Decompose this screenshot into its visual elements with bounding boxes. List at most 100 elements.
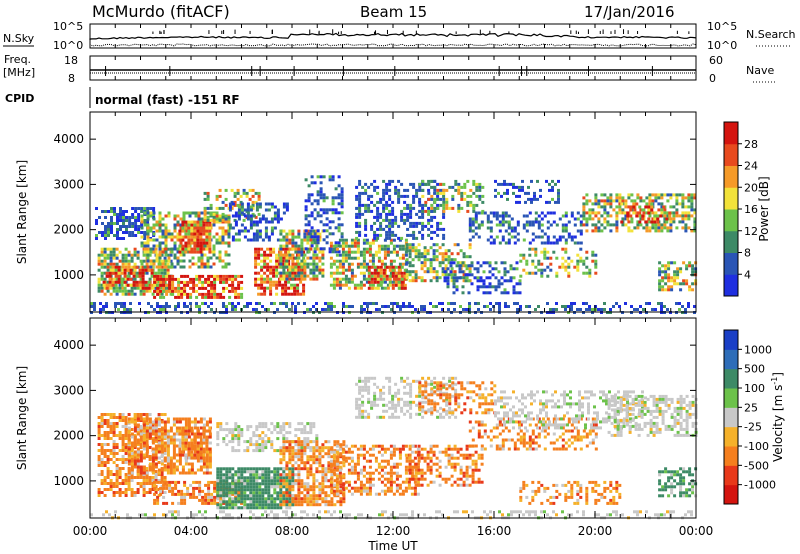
- power-cell: [355, 197, 359, 201]
- nsearch-label: N.Search: [746, 28, 796, 41]
- power-cell: [192, 283, 196, 287]
- power-cell: [255, 308, 258, 311]
- power-cell: [350, 238, 354, 242]
- power-cell: [234, 220, 238, 224]
- power-cell: [166, 268, 170, 272]
- power-cell: [685, 267, 689, 271]
- power-cell: [430, 218, 434, 222]
- power-cell: [312, 238, 316, 242]
- velocity-cell: [208, 456, 212, 460]
- velocity-cell: [112, 425, 116, 428]
- velocity-cell: [208, 447, 212, 451]
- power-cell: [546, 238, 550, 242]
- power-cell: [558, 238, 562, 242]
- power-cell: [310, 235, 314, 239]
- power-cell: [205, 241, 209, 245]
- power-cell: [693, 196, 697, 200]
- power-cell: [368, 283, 372, 287]
- power-cell: [129, 268, 133, 272]
- power-cell: [615, 217, 619, 221]
- power-cell: [358, 179, 362, 183]
- power-cell: [609, 193, 613, 197]
- power-cell: [603, 199, 607, 203]
- power-cell: [660, 208, 664, 212]
- power-cell: [576, 211, 580, 215]
- power-cell: [429, 246, 433, 250]
- power-cell: [272, 274, 276, 278]
- power-cell: [279, 265, 283, 269]
- power-cell: [681, 199, 685, 203]
- power-cell: [252, 308, 255, 311]
- power-cell: [427, 212, 431, 216]
- power-cell: [650, 205, 654, 209]
- power-cell: [382, 191, 386, 195]
- power-cell: [684, 217, 688, 221]
- power-cell: [299, 280, 303, 284]
- power-cell: [164, 253, 168, 257]
- power-cell: [534, 217, 538, 221]
- power-cell: [693, 208, 697, 212]
- velocity-cell: [190, 465, 194, 469]
- power-cell: [639, 217, 643, 221]
- velocity-cell: [148, 413, 152, 416]
- velocity-cell: [124, 446, 128, 449]
- velocity-cell: [127, 453, 131, 457]
- velocity-cell: [175, 468, 179, 472]
- velocity-cell: [163, 441, 167, 445]
- power-cell: [237, 205, 241, 209]
- power-cell: [190, 238, 194, 242]
- power-cell: [363, 302, 366, 305]
- power-cell: [210, 292, 214, 296]
- power-cell: [432, 249, 436, 253]
- power-cell: [109, 250, 113, 254]
- velocity-cell: [106, 461, 110, 464]
- velocity-cell: [205, 471, 209, 475]
- power-cell: [151, 286, 155, 290]
- power-cell: [504, 305, 507, 308]
- power-cell: [370, 265, 374, 269]
- velocity-cell: [208, 441, 212, 445]
- power-cell: [192, 277, 196, 281]
- power-cell: [219, 277, 223, 281]
- power-cell: [231, 305, 234, 308]
- velocity-cell: [145, 435, 149, 439]
- power-cell: [380, 247, 384, 251]
- power-cell: [149, 214, 153, 218]
- power-cell: [427, 188, 431, 192]
- power-cell: [322, 223, 326, 227]
- power-cell: [388, 212, 392, 216]
- power-cell: [180, 274, 184, 278]
- power-cell: [97, 253, 101, 257]
- power-cell: [576, 253, 580, 257]
- power-cell: [597, 205, 601, 209]
- nsearch-tick-low: 10^0: [707, 39, 737, 52]
- power-cell: [432, 258, 436, 262]
- velocity-cell: [205, 420, 209, 424]
- power-cell: [218, 253, 222, 257]
- power-cell: [257, 194, 261, 198]
- power-cell: [466, 179, 470, 183]
- power-cell: [388, 283, 392, 287]
- power-cell: [254, 283, 258, 287]
- power-cell: [206, 265, 210, 269]
- velocity-cell: [103, 413, 107, 416]
- power-cell: [249, 214, 253, 218]
- power-cell: [173, 217, 177, 221]
- velocity-cell: [175, 453, 179, 457]
- power-cell: [476, 270, 480, 274]
- nsky-traces: [89, 24, 697, 48]
- power-cell: [693, 226, 697, 230]
- power-cell: [373, 265, 377, 269]
- velocity-cell: [157, 432, 161, 436]
- power-cell: [218, 226, 222, 230]
- power-cell: [391, 179, 395, 183]
- power-cell: [337, 250, 341, 254]
- power-cell: [313, 199, 317, 203]
- power-cell: [200, 217, 204, 221]
- power-cell: [507, 241, 511, 245]
- power-cell: [403, 212, 407, 216]
- velocity-cell: [145, 440, 149, 443]
- power-cell: [100, 250, 104, 254]
- velocity-cell: [165, 501, 169, 505]
- power-cell: [510, 217, 514, 221]
